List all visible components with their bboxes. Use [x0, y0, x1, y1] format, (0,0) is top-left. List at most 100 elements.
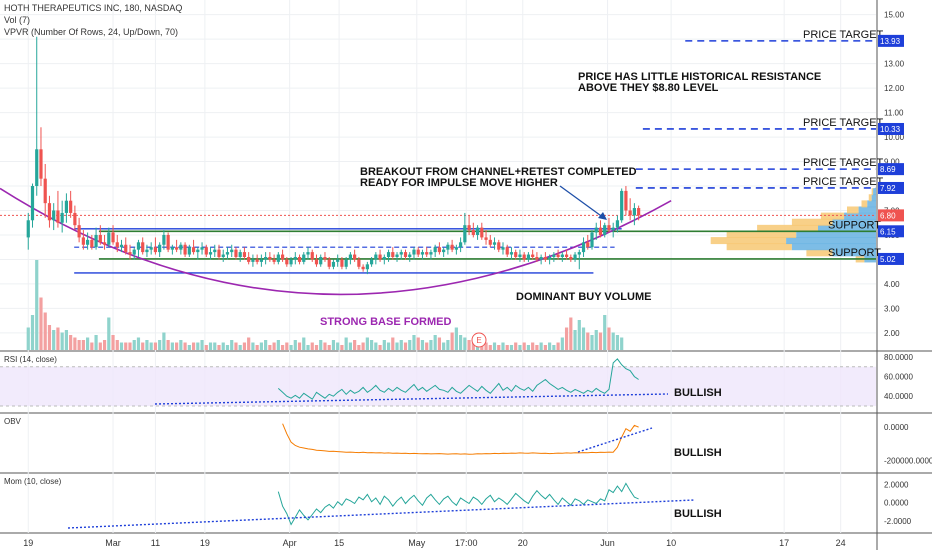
candle-body	[276, 254, 280, 262]
candle-body	[56, 210, 60, 223]
volume-bar	[280, 345, 285, 350]
volume-bar	[365, 337, 369, 350]
vpvr-up-bar	[832, 249, 876, 257]
price-axis-tag-text: 7.92	[880, 184, 896, 193]
price-axis-tag	[878, 209, 904, 222]
mom-line	[277, 482, 639, 526]
price-axis-tag	[878, 122, 904, 135]
candle-body	[581, 242, 586, 253]
vpvr-down-bar	[726, 243, 792, 251]
rsi-tick-label: 40.0000	[884, 392, 913, 401]
candle-body	[242, 252, 247, 257]
volume-bar	[90, 342, 94, 350]
price-tick-label: 2.00	[884, 329, 900, 338]
candle-body	[217, 249, 221, 257]
candle-body	[408, 254, 412, 257]
mom-panel-title: Mom (10, close)	[4, 477, 62, 486]
candle-body	[492, 242, 497, 245]
candle-body	[247, 256, 251, 262]
volume-bar	[463, 337, 467, 350]
price-axis-tag	[878, 181, 904, 194]
volume-bar	[153, 342, 158, 350]
candle-body	[467, 225, 471, 231]
breakout-arrowhead	[598, 212, 607, 220]
candle-body	[73, 212, 77, 226]
volume-bar	[543, 345, 547, 350]
mom-bullish-label: BULLISH	[674, 508, 722, 520]
volume-bar	[268, 345, 272, 350]
price-axis-tag-text: 6.15	[880, 227, 896, 236]
mom-tick-label: 2.0000	[884, 480, 909, 489]
candle-body	[327, 259, 331, 267]
candle-body	[200, 247, 204, 250]
volume-bar	[111, 335, 115, 350]
candle-body	[170, 247, 174, 250]
volume-bar	[353, 340, 357, 350]
price-axis-tag-text: 8.69	[880, 165, 896, 174]
obv-bullish-label: BULLISH	[674, 447, 722, 459]
volume-bar	[179, 340, 183, 350]
candle-body	[539, 256, 543, 260]
volume-bar	[132, 340, 136, 350]
rsi-bullish-label: BULLISH	[674, 387, 722, 399]
volume-bar	[230, 340, 234, 350]
candle-body	[187, 247, 191, 255]
vpvr-up-bar	[832, 218, 876, 226]
volume-bar	[369, 340, 374, 350]
candle-body	[52, 210, 56, 221]
volume-bar	[102, 340, 107, 350]
volume-bar	[145, 340, 149, 350]
volume-bar	[467, 340, 471, 350]
candle-body	[446, 244, 450, 250]
candle-body	[475, 227, 480, 235]
axis-layer: 19Mar1119Apr15May17:0020Jun10172415.0014…	[4, 11, 932, 548]
volume-bar	[522, 342, 526, 350]
volume-bar	[191, 342, 196, 350]
vpvr-up-bar	[867, 200, 876, 208]
candle-body	[69, 200, 73, 213]
volume-bar	[56, 327, 60, 350]
price-axis-tag-text: 13.93	[880, 37, 901, 46]
volume-bar	[497, 345, 501, 350]
candle-body	[111, 232, 115, 243]
volume-bar	[187, 345, 191, 350]
price-tick-label: 3.00	[884, 304, 900, 313]
volume-bar	[412, 335, 416, 350]
price-tick-label: 13.00	[884, 60, 905, 69]
volume-bar	[289, 345, 293, 350]
candle-body	[124, 244, 128, 253]
volume-bar	[35, 260, 39, 350]
candle-body	[323, 256, 327, 260]
obv-tick-label: 0.0000	[884, 423, 909, 432]
volume-bar	[208, 342, 213, 350]
candle-body	[463, 225, 467, 243]
time-tick-label: Jun	[600, 538, 615, 548]
candle-body	[60, 212, 64, 223]
vpvr-up-bar	[818, 224, 876, 232]
candle-body	[30, 186, 35, 221]
candle-body	[26, 220, 30, 238]
candle-body	[153, 247, 158, 253]
volume-bar	[552, 345, 556, 350]
time-tick-label: 20	[518, 538, 528, 548]
candle-body	[64, 200, 69, 213]
candle-body	[395, 254, 399, 257]
volume-bar	[429, 340, 433, 350]
candle-body	[234, 249, 238, 257]
volume-bar	[158, 340, 162, 350]
candle-body	[77, 225, 81, 238]
candle-body	[442, 249, 446, 253]
volume-bar	[43, 312, 47, 350]
obv-panel-title: OBV	[4, 417, 22, 426]
volume-bar	[433, 335, 437, 350]
candle-body	[437, 247, 442, 253]
candle-body	[412, 249, 416, 255]
candle-body	[552, 254, 556, 257]
candle-body	[471, 230, 475, 235]
vpvr-up-bar	[791, 243, 876, 251]
candle-body	[86, 239, 90, 245]
vpvr-up-bar	[858, 206, 876, 214]
candle-body	[175, 247, 179, 250]
volume-bar	[446, 340, 450, 350]
